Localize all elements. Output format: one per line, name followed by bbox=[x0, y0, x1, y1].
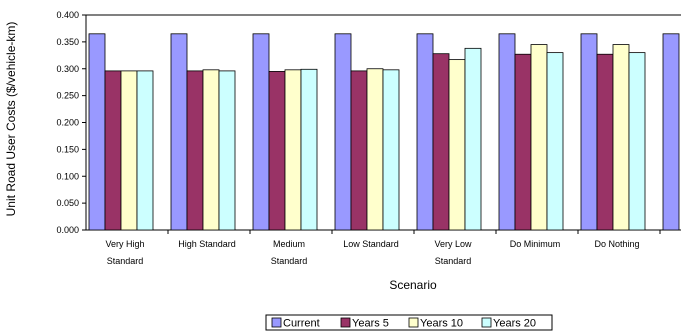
y-tick-label: 0.350 bbox=[56, 37, 79, 47]
legend-swatch bbox=[271, 317, 282, 328]
y-tick-label: 0.300 bbox=[56, 64, 79, 74]
bar-current bbox=[252, 33, 270, 231]
bar-years-5 bbox=[268, 71, 286, 231]
legend-label: Years 10 bbox=[420, 318, 463, 330]
legend-label: Current bbox=[283, 318, 320, 330]
bar-years-5 bbox=[104, 70, 122, 231]
bar-years-20 bbox=[628, 52, 646, 231]
bar-current bbox=[580, 33, 598, 231]
category-label: Very Low Standard bbox=[434, 239, 472, 266]
category-label: High Standard bbox=[178, 239, 236, 249]
legend-label: Years 20 bbox=[493, 318, 536, 330]
legend: Current Years 5 Years 10 Years 20 bbox=[265, 314, 553, 331]
bar-years-20 bbox=[382, 69, 400, 231]
y-tick-label: 0.400 bbox=[56, 10, 79, 20]
bar-current bbox=[334, 33, 352, 231]
bar-years-10 bbox=[366, 68, 384, 231]
bar-current bbox=[88, 33, 106, 231]
y-tick-label: 0.100 bbox=[56, 171, 79, 181]
bar-years-20 bbox=[218, 70, 236, 231]
y-tick-label: 0.000 bbox=[56, 225, 79, 235]
bar-years-10 bbox=[530, 44, 548, 231]
bar-years-5 bbox=[514, 53, 532, 231]
bar-years-5 bbox=[432, 53, 450, 231]
legend-swatch bbox=[340, 317, 351, 328]
category-label: Medium Standard bbox=[271, 239, 308, 266]
y-tick-label: 0.250 bbox=[56, 91, 79, 101]
y-axis-title: Unit Road User Costs ($/vehicle-km) bbox=[4, 22, 18, 217]
x-axis-title: Scenario bbox=[389, 278, 437, 292]
bar-current bbox=[416, 33, 434, 231]
y-tick-label: 0.050 bbox=[56, 198, 79, 208]
bar-years-5 bbox=[186, 70, 204, 231]
category-label: Low Standard bbox=[343, 239, 399, 249]
legend-swatch bbox=[481, 317, 492, 328]
bar-years-20 bbox=[464, 47, 482, 231]
bar-years-20 bbox=[136, 70, 154, 231]
bar-years-5 bbox=[596, 53, 614, 231]
plot-area: 0.000 0.050 0.100 0.150 0.200 0.250 0.300 0.350… bbox=[56, 10, 681, 266]
bar-current bbox=[170, 33, 188, 231]
bar-years-10 bbox=[448, 59, 466, 231]
bar-years-10 bbox=[284, 69, 302, 231]
y-tick-label: 0.150 bbox=[56, 144, 79, 154]
bar-current bbox=[498, 33, 516, 231]
bar-years-10 bbox=[202, 69, 220, 231]
legend-label: Years 5 bbox=[352, 318, 389, 330]
bar-current bbox=[662, 33, 680, 231]
bar-years-10 bbox=[120, 70, 138, 231]
category-label: Very High Standard bbox=[105, 239, 144, 266]
bar-years-5 bbox=[350, 70, 368, 231]
bar-years-20 bbox=[546, 52, 564, 231]
category-label: Do Nothing bbox=[594, 239, 639, 249]
bar-years-20 bbox=[300, 68, 318, 231]
legend-swatch bbox=[408, 317, 419, 328]
bar-years-10 bbox=[612, 44, 630, 231]
y-tick-label: 0.200 bbox=[56, 118, 79, 128]
category-label: Do Minimum bbox=[510, 239, 561, 249]
